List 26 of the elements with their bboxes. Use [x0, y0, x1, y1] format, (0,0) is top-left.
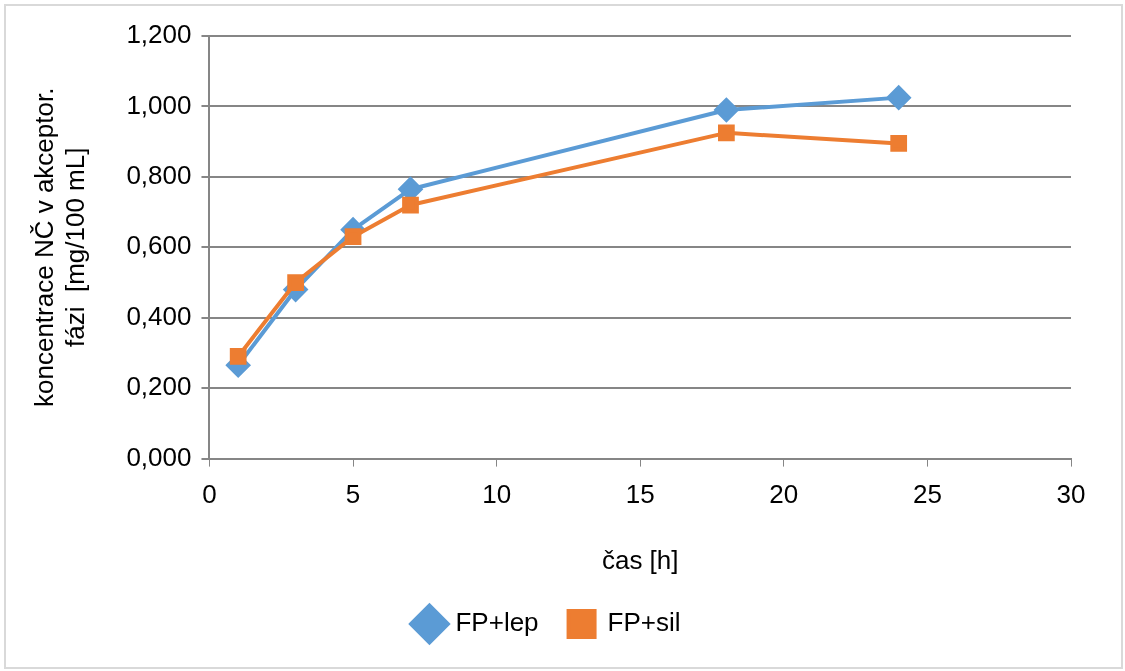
legend-label: FP+sil	[607, 607, 681, 638]
y-tick-label: 0,200	[126, 371, 192, 402]
point	[714, 97, 739, 122]
x-tick-label: 10	[482, 479, 512, 510]
x-tick-label: 25	[912, 479, 942, 510]
point	[718, 124, 735, 142]
point	[886, 85, 911, 110]
point	[344, 228, 362, 246]
x-axis-title: čas [h]	[601, 544, 679, 575]
x-tick-label: 0	[202, 479, 217, 510]
point	[402, 196, 419, 214]
point	[890, 135, 908, 152]
point	[229, 348, 247, 365]
y-tick-label: 1,200	[126, 19, 192, 50]
x-tick-label: 20	[769, 479, 799, 510]
point	[287, 274, 304, 291]
y-tick-label: 0,800	[126, 160, 192, 191]
y-axis-title: koncentrace NČ v akceptor. fázi [mg/100 mL]	[28, 87, 90, 407]
y-tick-label: 0,600	[126, 230, 192, 261]
y-tick-label: 0,000	[126, 441, 192, 472]
legend-label: FP+lep	[455, 607, 539, 638]
x-tick-label: 5	[345, 479, 361, 510]
y-tick-label: 0,400	[126, 300, 192, 331]
x-tick-label: 15	[625, 479, 655, 510]
y-tick-label: 1,000	[126, 89, 192, 120]
x-tick-label: 30	[1056, 479, 1086, 510]
